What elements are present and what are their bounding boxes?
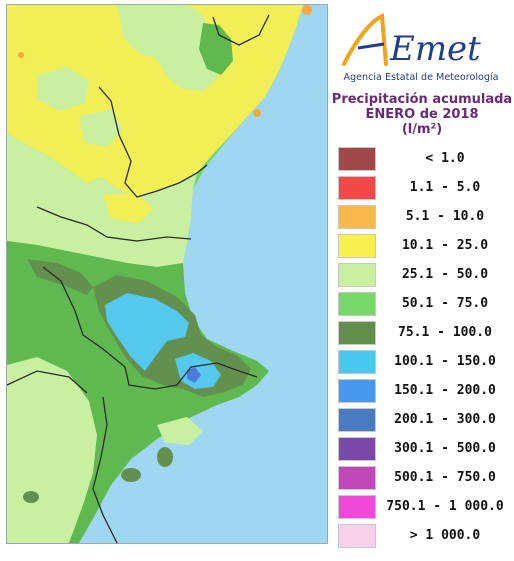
legend-label: 500.1 - 750.0 xyxy=(394,470,496,485)
map-title: Precipitación acumulada ENERO de 2018 (l… xyxy=(330,92,514,137)
agency-name: Agencia Estatal de Meteorología xyxy=(343,72,499,83)
legend-label: 300.1 - 500.0 xyxy=(394,441,496,456)
logo-arc-icon xyxy=(342,12,388,66)
wet-patch-north xyxy=(199,23,233,75)
wet-blob-3 xyxy=(157,447,173,467)
aemet-logo: Emet xyxy=(342,12,481,69)
legend-item: 25.1 - 50.0 xyxy=(338,261,510,290)
legend-label: > 1 000.0 xyxy=(409,528,481,543)
legend-item: > 1 000.0 xyxy=(338,522,510,551)
spot-west xyxy=(18,52,24,58)
legend-swatch xyxy=(338,263,376,287)
legend-item: 750.1 - 1 000.0 xyxy=(338,493,510,522)
title-unit: (l/m²) xyxy=(401,122,443,137)
moderate-patch-south xyxy=(157,417,203,445)
legend-swatch xyxy=(338,292,376,316)
legend-swatch xyxy=(338,205,376,229)
moderate-patch-center xyxy=(79,109,123,147)
title-line2: ENERO de 2018 xyxy=(365,107,479,122)
legend-swatch xyxy=(338,379,376,403)
wet-blob-2 xyxy=(23,491,39,503)
legend-swatch xyxy=(338,350,376,374)
province-borders xyxy=(7,14,270,543)
logo-crossbar-icon xyxy=(357,42,385,50)
legend-swatch xyxy=(338,495,376,519)
legend-swatch xyxy=(338,408,376,432)
legend-item: 5.1 - 10.0 xyxy=(338,203,510,232)
moderate-region-middle xyxy=(7,133,197,267)
legend-item: 100.1 - 150.0 xyxy=(338,348,510,377)
legend-swatch xyxy=(338,147,376,171)
legend-label: < 1.0 xyxy=(425,151,465,166)
legend-item: 150.1 - 200.0 xyxy=(338,377,510,406)
legend-swatch xyxy=(338,466,376,490)
legend: < 1.0 1.1 - 5.0 5.1 - 10.0 10.1 - 25.0 25.1 … xyxy=(338,145,510,551)
very-heavy-spot xyxy=(187,367,201,383)
legend-label: 10.1 - 25.0 xyxy=(401,238,489,253)
legend-swatch xyxy=(338,321,376,345)
legend-label: 50.1 - 75.0 xyxy=(401,296,489,311)
legend-label: 150.1 - 200.0 xyxy=(394,383,496,398)
legend-item: 200.1 - 300.0 xyxy=(338,406,510,435)
moderate-patch-west xyxy=(37,67,89,111)
legend-item: 50.1 - 75.0 xyxy=(338,290,510,319)
legend-item: 75.1 - 100.0 xyxy=(338,319,510,348)
legend-item: 500.1 - 750.0 xyxy=(338,464,510,493)
precipitation-map xyxy=(6,4,328,544)
dry-patch-middle xyxy=(103,193,153,223)
moderate-patch-north xyxy=(117,5,221,91)
heavy-core-north xyxy=(105,293,189,371)
map-canvas xyxy=(7,5,327,543)
legend-swatch xyxy=(338,524,376,548)
legend-item: 300.1 - 500.0 xyxy=(338,435,510,464)
legend-label: 1.1 - 5.0 xyxy=(409,180,481,195)
legend-item: 1.1 - 5.0 xyxy=(338,174,510,203)
legend-label: 25.1 - 50.0 xyxy=(401,267,489,282)
legend-swatch xyxy=(338,176,376,200)
legend-label: 750.1 - 1 000.0 xyxy=(386,499,504,514)
legend-label: 5.1 - 10.0 xyxy=(405,209,485,224)
legend-swatch xyxy=(338,234,376,258)
title-line1: Precipitación acumulada xyxy=(331,92,513,107)
spot-east xyxy=(302,5,312,15)
legend-label: 200.1 - 300.0 xyxy=(394,412,496,427)
legend-swatch xyxy=(338,437,376,461)
legend-label: 100.1 - 150.0 xyxy=(394,354,496,369)
wet-blob-1 xyxy=(121,468,141,482)
logo-wordmark: Emet xyxy=(389,29,481,69)
spot-north xyxy=(253,109,261,117)
legend-item: < 1.0 xyxy=(338,145,510,174)
legend-label: 75.1 - 100.0 xyxy=(398,325,492,340)
legend-panel: Emet Agencia Estatal de Meteorología Pre… xyxy=(330,0,514,561)
legend-item: 10.1 - 25.0 xyxy=(338,232,510,261)
